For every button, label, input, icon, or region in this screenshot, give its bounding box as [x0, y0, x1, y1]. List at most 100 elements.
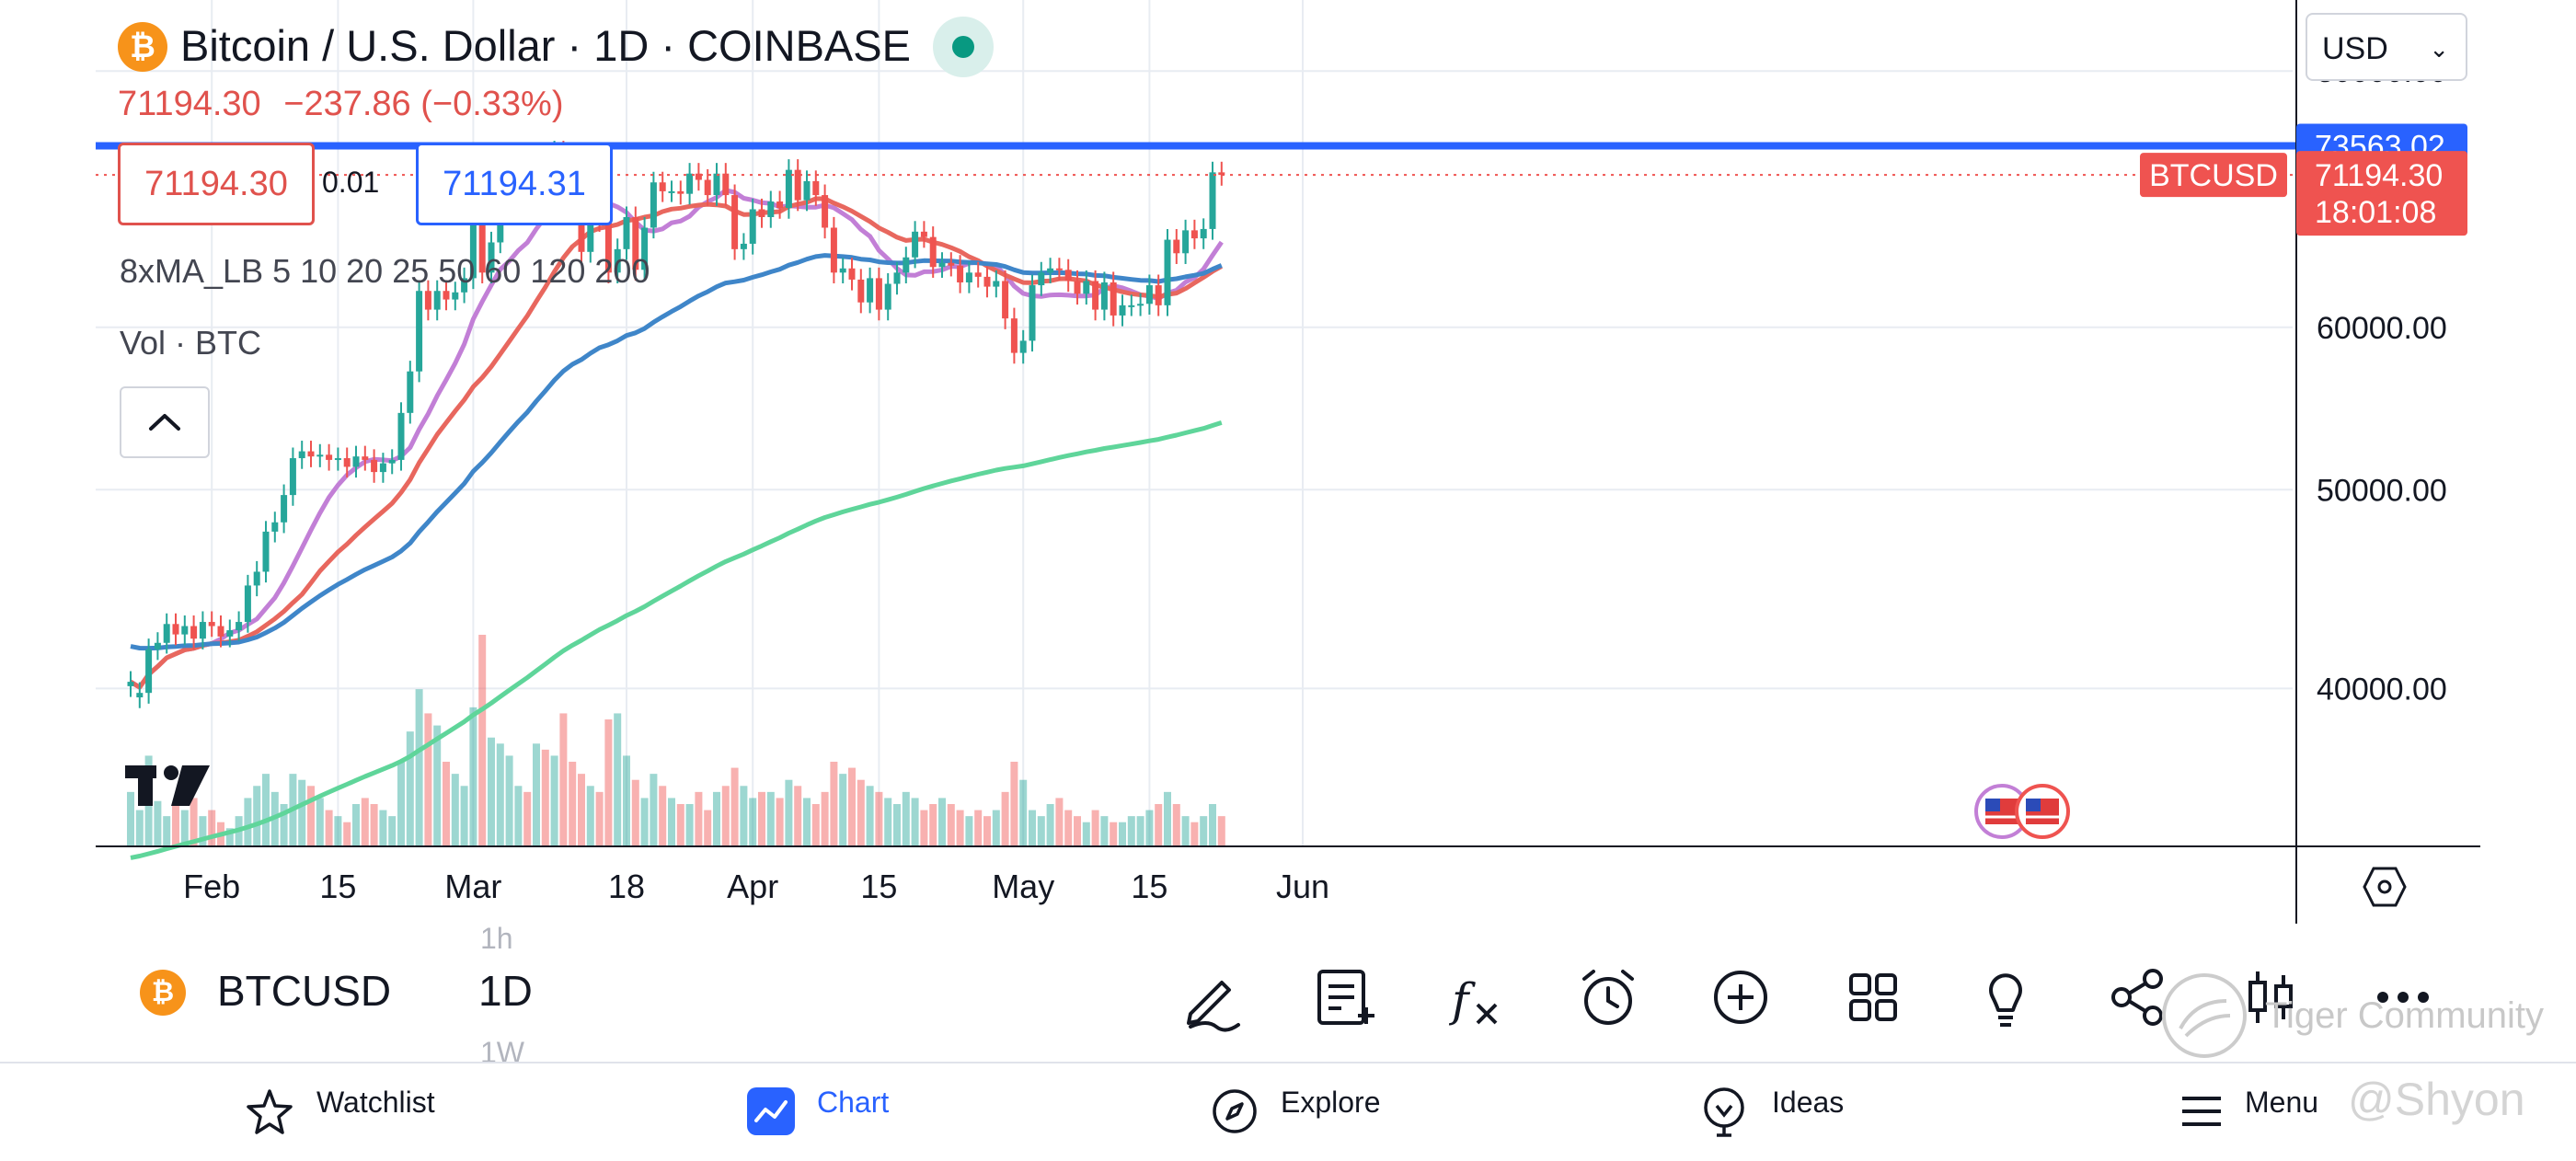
buy-button[interactable]: 71194.31 [416, 143, 613, 225]
tradingview-logo-icon[interactable] [125, 762, 213, 810]
symbol-button[interactable]: BTCUSD [217, 967, 392, 1015]
volume-bar [190, 798, 198, 846]
notes-icon[interactable] [1306, 960, 1380, 1034]
nav-chart[interactable]: Chart [817, 1086, 890, 1119]
add-icon[interactable] [1704, 960, 1777, 1034]
candle-body [343, 458, 351, 467]
volume-bar [839, 774, 847, 846]
candle-body [352, 456, 360, 467]
volume-bar [920, 810, 928, 846]
candle-body [722, 173, 730, 196]
volume-bar [1127, 816, 1135, 846]
volume-bar [127, 791, 134, 846]
hamburger-icon[interactable] [2180, 1093, 2223, 1130]
price-tick-label: 60000.00 [2317, 311, 2447, 346]
candle-body [397, 412, 405, 460]
candle-body [1029, 285, 1036, 341]
economic-event-flag-icon [1974, 784, 2030, 839]
candle-body [948, 262, 955, 266]
volume-bar [956, 810, 964, 846]
volume-bar [334, 816, 342, 846]
draw-icon[interactable] [1174, 960, 1248, 1034]
compass-icon[interactable] [1211, 1087, 1259, 1135]
candle-body [1119, 305, 1126, 316]
candle-body [641, 227, 649, 270]
candle-body [452, 292, 459, 300]
volume-bar [496, 743, 504, 846]
volume-bar [875, 791, 883, 846]
hexagon-settings-icon[interactable] [2363, 865, 2407, 909]
volume-legend[interactable]: Vol · BTC [120, 324, 262, 362]
volume-bar [154, 800, 162, 846]
nav-watchlist[interactable]: Watchlist [316, 1086, 435, 1119]
price-chart[interactable]: 80000.0060000.0050000.0040000.00Feb15Mar… [0, 0, 2576, 929]
indicators-icon[interactable]: f [1439, 960, 1512, 1034]
candle-body [371, 459, 378, 473]
volume-bar [443, 762, 450, 846]
volume-bar [640, 798, 649, 846]
candle-body [632, 217, 639, 270]
alert-icon[interactable] [1571, 960, 1645, 1034]
volume-bar [947, 804, 955, 846]
volume-bar [1001, 791, 1009, 846]
candle-body [172, 624, 179, 635]
sell-button[interactable]: 71194.30 [118, 143, 315, 225]
candle-body [1083, 281, 1090, 294]
volume-bar [488, 737, 495, 846]
price-change: −237.86 [283, 85, 411, 123]
time-tick-label: 18 [608, 868, 645, 905]
time-tick-label: 15 [1131, 868, 1167, 905]
volume-bar [1145, 810, 1154, 846]
collapse-legend-button[interactable] [120, 386, 210, 458]
volume-bar [1029, 810, 1036, 846]
candle-body [839, 268, 846, 273]
time-tick-label: May [992, 868, 1054, 905]
volume-bar [659, 786, 667, 846]
chart-type-icon[interactable] [2234, 960, 2307, 1034]
interval-prev[interactable]: 1h [480, 922, 513, 955]
volume-bar [370, 804, 378, 846]
spread-value: 0.01 [322, 166, 380, 199]
candle-body [1002, 281, 1009, 319]
event-flag-canton [2026, 799, 2041, 811]
volume-bar [821, 791, 829, 846]
market-status-icon[interactable] [933, 17, 994, 77]
last-price-label: 71194.30 [2315, 158, 2443, 193]
candle-body [1064, 270, 1072, 282]
symbol-title[interactable]: Bitcoin / U.S. Dollar · 1D · COINBASE [180, 21, 911, 70]
volume-bar [460, 786, 468, 846]
candle-body [740, 243, 747, 249]
volume-bar [830, 762, 838, 846]
chart-icon[interactable] [747, 1087, 795, 1135]
last-price: 71194.30 [118, 85, 261, 123]
volume-bar [1091, 810, 1099, 846]
candle-body [217, 626, 224, 637]
candle-body [190, 626, 198, 639]
ideas-icon[interactable] [1969, 960, 2042, 1034]
indicator-legend[interactable]: 8xMA_LB 5 10 20 25 50 60 120 200 [120, 252, 650, 290]
volume-bar [766, 791, 775, 846]
nav-explore[interactable]: Explore [1281, 1086, 1381, 1119]
volume-bar [595, 791, 604, 846]
volume-bar [478, 635, 487, 846]
layouts-icon[interactable] [1836, 960, 1910, 1034]
volume-bar [343, 822, 351, 846]
candle-body [1055, 268, 1063, 270]
interval-button[interactable]: 1D [478, 967, 533, 1015]
share-icon[interactable] [2101, 960, 2175, 1034]
more-icon[interactable] [2366, 960, 2440, 1034]
candle-body [244, 585, 251, 623]
chevron-up-icon [149, 414, 180, 431]
volume-bars [127, 635, 1225, 846]
currency-select[interactable]: USD ⌄ [2306, 13, 2467, 81]
nav-menu[interactable]: Menu [2245, 1086, 2319, 1119]
bitcoin-logo-icon: ₿ [118, 22, 167, 72]
candle-body [1190, 230, 1198, 239]
nav-ideas[interactable]: Ideas [1772, 1086, 1845, 1119]
lightbulb-icon[interactable] [1700, 1086, 1748, 1137]
volume-bar [505, 755, 513, 846]
volume-bar [866, 786, 874, 846]
volume-bar [135, 810, 144, 846]
star-icon[interactable] [245, 1087, 294, 1137]
candle-body [983, 276, 991, 287]
